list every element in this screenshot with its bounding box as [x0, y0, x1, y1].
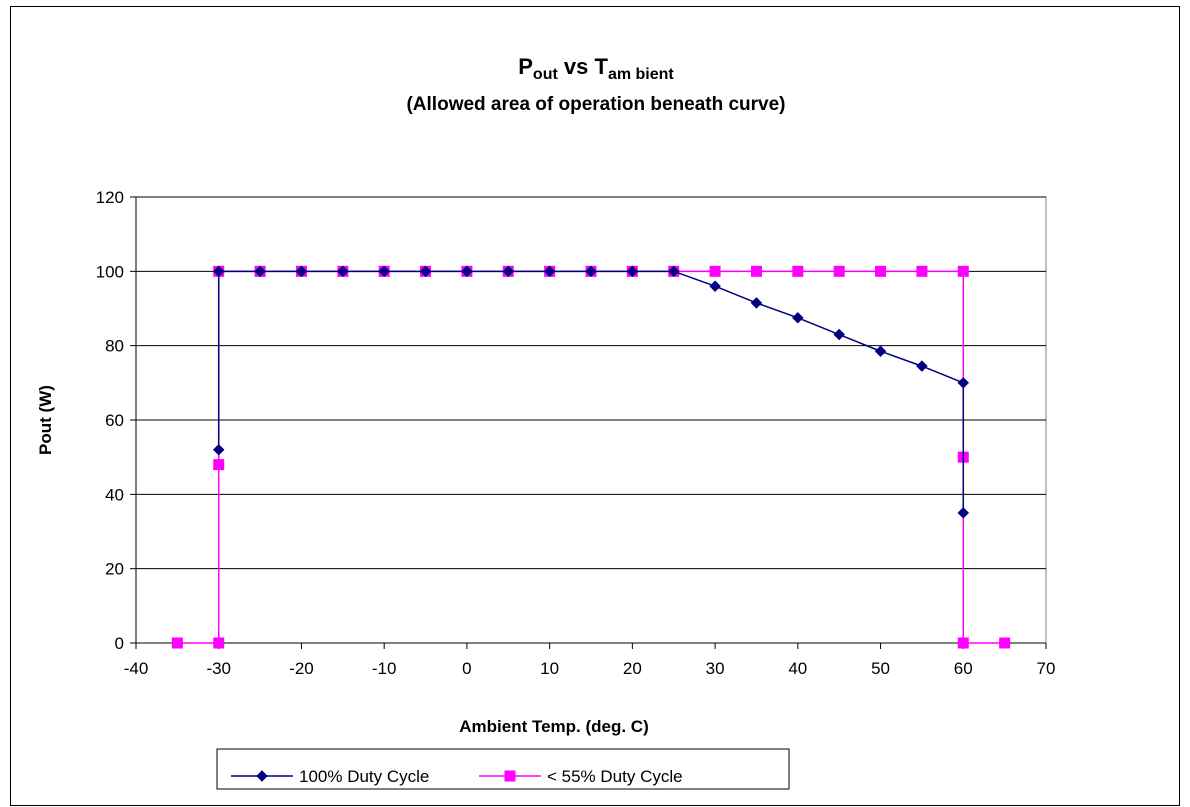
- data-point-0-20: [957, 507, 970, 519]
- y-tick-label: 20: [105, 560, 124, 579]
- data-point-0-6: [419, 265, 432, 278]
- data-point-0-17: [874, 345, 887, 358]
- y-axis-label: Pout (W): [36, 385, 55, 455]
- x-tick-label: -40: [124, 659, 149, 678]
- chart-subtitle: (Allowed area of operation beneath curve…: [406, 94, 785, 115]
- chart-svg: Pout vs Tam bient (Allowed area of opera…: [36, 54, 1056, 790]
- data-point-1-19: [875, 265, 887, 277]
- x-tick-label: 30: [706, 659, 725, 678]
- data-point-0-5: [378, 265, 391, 278]
- x-tick-label: 20: [623, 659, 642, 678]
- x-tick-label: 0: [462, 659, 471, 678]
- data-point-1-20: [916, 265, 928, 277]
- data-point-0-0: [212, 443, 225, 456]
- data-point-0-11: [626, 265, 639, 278]
- data-point-0-9: [543, 265, 556, 278]
- data-point-0-13: [709, 280, 721, 293]
- data-point-0-19: [957, 376, 970, 389]
- data-point-0-15: [791, 311, 804, 324]
- legend-marker-0: [256, 770, 268, 782]
- data-point-0-8: [502, 265, 515, 278]
- y-tick-label: 60: [105, 411, 124, 430]
- x-tick-label: 70: [1037, 659, 1056, 678]
- data-point-1-17: [792, 265, 804, 277]
- data-point-1-1: [213, 637, 225, 649]
- data-point-0-2: [254, 265, 266, 278]
- data-point-0-7: [461, 265, 473, 278]
- axes: [130, 196, 1047, 649]
- tick-labels: 0 20 40 60 80 100 120 -40 -30 -20 -10 0 10 20 30 40 50 60…: [96, 188, 1056, 678]
- x-tick-label: -20: [289, 659, 314, 678]
- data-point-1-15: [709, 265, 721, 277]
- data-point-0-10: [585, 265, 597, 278]
- x-tick-label: -10: [372, 659, 397, 678]
- x-axis-label: Ambient Temp. (deg. C): [459, 717, 649, 736]
- data-point-1-0: [171, 637, 183, 649]
- legend-box: [216, 748, 790, 790]
- chart-title: Pout vs Tam bient: [518, 54, 674, 83]
- data-point-0-14: [750, 297, 763, 309]
- data-point-1-16: [750, 265, 762, 277]
- data-point-1-23: [957, 637, 969, 649]
- x-tick-label: 10: [540, 659, 559, 678]
- x-tick-label: 60: [954, 659, 973, 678]
- y-tick-label: 120: [96, 188, 124, 207]
- x-tick-label: -30: [206, 659, 231, 678]
- title-t-sub: am bient: [608, 66, 674, 83]
- chart-frame: Pout vs Tam bient (Allowed area of opera…: [10, 6, 1180, 806]
- title-vs: vs: [558, 54, 595, 79]
- data-point-0-16: [833, 328, 846, 341]
- data-point-0-18: [916, 360, 928, 372]
- y-tick-label: 100: [96, 262, 124, 281]
- title-p-sub: out: [533, 66, 559, 83]
- data-point-0-12: [667, 265, 680, 278]
- legend: 100% Duty Cycle < 55% Duty Cycle: [216, 748, 790, 790]
- legend-label-0: 100% Duty Cycle: [299, 767, 429, 786]
- legend-marker-1: [504, 770, 516, 782]
- data-point-0-4: [336, 265, 349, 278]
- series-0: [212, 265, 970, 519]
- y-tick-label: 80: [105, 337, 124, 356]
- data-point-1-24: [999, 637, 1011, 649]
- data-point-1-18: [833, 265, 845, 277]
- data-point-1-21: [957, 265, 969, 277]
- x-tick-label: 50: [871, 659, 890, 678]
- y-tick-label: 0: [115, 634, 124, 653]
- legend-items: 100% Duty Cycle < 55% Duty Cycle: [231, 767, 683, 786]
- title-t: T: [595, 54, 609, 79]
- x-tick-label: 40: [788, 659, 807, 678]
- y-tick-label: 40: [105, 485, 124, 504]
- title-p: P: [518, 54, 533, 79]
- legend-label-1: < 55% Duty Cycle: [547, 767, 683, 786]
- data-point-0-1: [212, 265, 225, 278]
- data-point-1-2: [213, 459, 225, 471]
- data-point-0-3: [295, 265, 308, 278]
- series-layer: [171, 265, 1011, 649]
